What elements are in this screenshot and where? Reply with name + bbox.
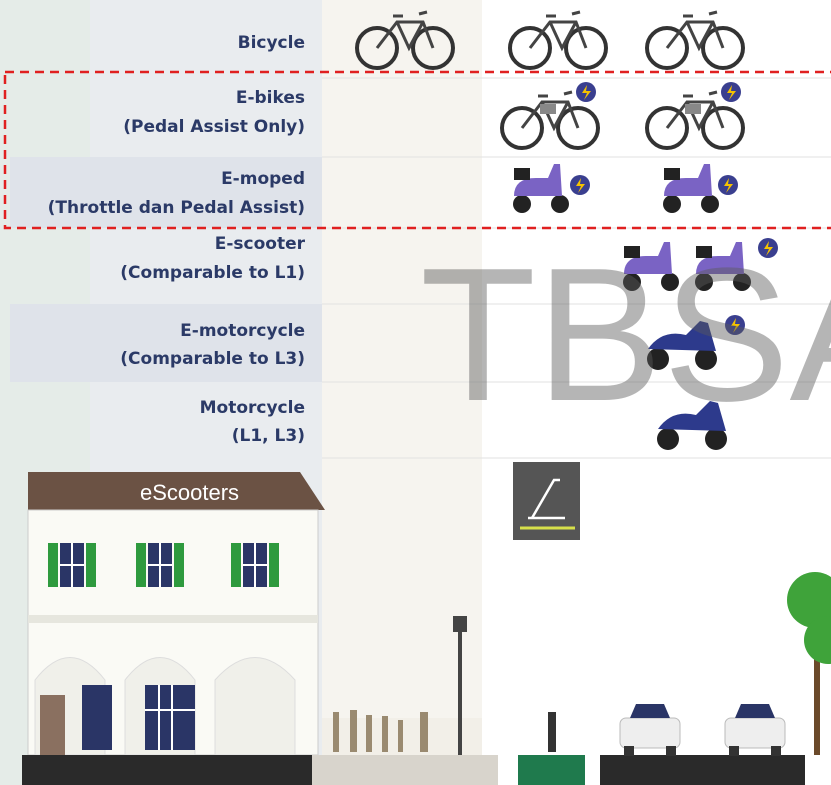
emoped-icon [663, 164, 719, 213]
ebike-icon [502, 82, 598, 148]
electric-badge [570, 175, 590, 195]
row-label: Motorcycle [200, 398, 305, 418]
watermark: TBSA [420, 229, 831, 441]
window [48, 543, 96, 587]
row-sublabel: (Throttle dan Pedal Assist) [48, 198, 305, 218]
window [231, 543, 279, 587]
bike-lane [518, 755, 585, 785]
tree [814, 650, 820, 755]
row-label: E-moped [221, 169, 305, 189]
row-sublabel: (Comparable to L3) [120, 349, 305, 369]
lamp-post [458, 630, 462, 755]
building-sign: eScooters [140, 480, 239, 505]
row-sublabel: (Pedal Assist Only) [123, 117, 305, 137]
ground [22, 755, 312, 785]
row-bg [10, 304, 322, 382]
bicycle-icon [510, 12, 606, 68]
car [620, 704, 680, 756]
page: {"rows": [ {"label": "Bicycle"}, {"label… [0, 0, 831, 785]
row-sublabel: (Comparable to L1) [120, 263, 305, 283]
row-label: E-scooter [215, 234, 306, 254]
electric-badge [718, 175, 738, 195]
car [725, 704, 785, 756]
row-sublabel: (L1, L3) [232, 426, 305, 446]
infographic: Bicycle E-bikes (Pedal Assist Only) E-mo… [0, 0, 831, 785]
ebike-icon [647, 82, 743, 148]
emoped-icon [513, 164, 569, 213]
row-label: E-motorcycle [180, 321, 305, 341]
cyclist [548, 712, 556, 752]
row-label: E-bikes [236, 88, 305, 108]
bicycle-icon [647, 12, 743, 68]
window [136, 543, 184, 587]
road [600, 755, 805, 785]
row-label: Bicycle [238, 33, 305, 53]
